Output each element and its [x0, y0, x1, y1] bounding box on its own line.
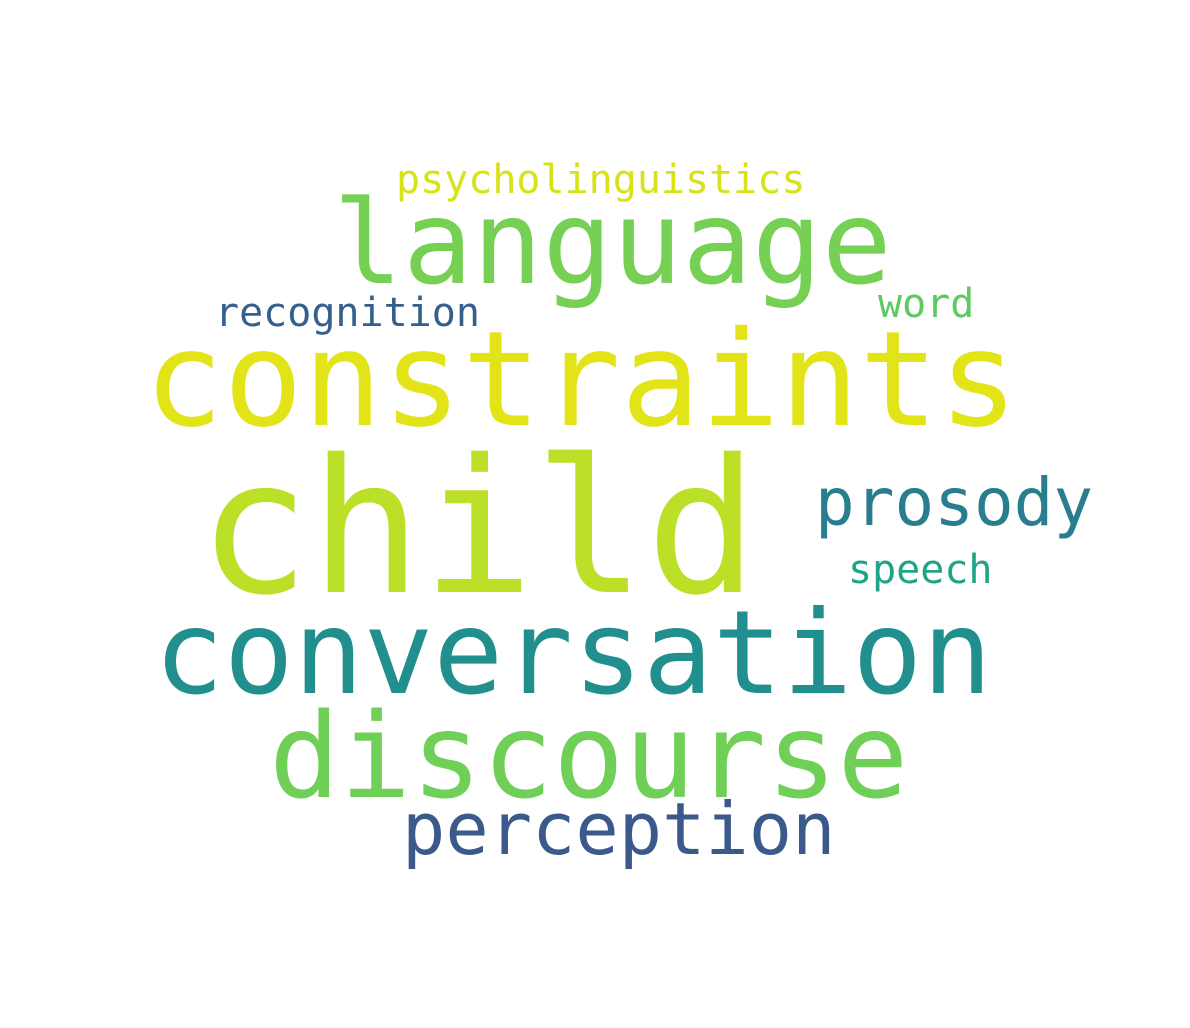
- word-child: child: [198, 419, 758, 636]
- word-prosody: prosody: [815, 464, 1094, 541]
- word-word: word: [878, 281, 975, 327]
- word-perception: perception: [402, 787, 836, 871]
- word-constraints: constraints: [144, 303, 1019, 457]
- word-language: language: [333, 176, 892, 311]
- word-psycholinguistics: psycholinguistics: [396, 157, 806, 203]
- word-discourse: discourse: [269, 687, 909, 825]
- word-recognition: recognition: [215, 290, 480, 336]
- word-conversation: conversation: [154, 586, 993, 721]
- word-speech: speech: [848, 547, 993, 593]
